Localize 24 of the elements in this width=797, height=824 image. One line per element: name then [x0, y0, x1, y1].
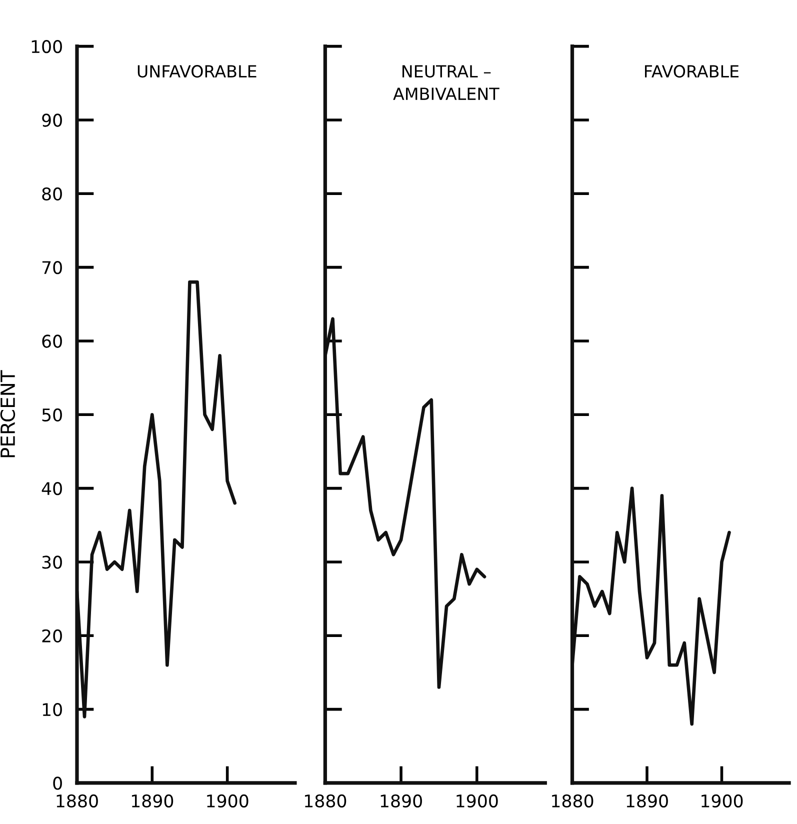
y-tick-label: 60 — [42, 334, 62, 348]
y-axis-title: PERCENT — [0, 370, 16, 458]
y-tick-label: 40 — [42, 482, 62, 496]
x-tick-label: 1900 — [702, 794, 743, 808]
text: UNFAVORABLE — [138, 65, 256, 78]
y-tick-label: 100 — [32, 40, 62, 54]
x-tick-label: 1880 — [56, 794, 98, 808]
x-tick-label: 1900 — [207, 794, 248, 808]
text: FAVORABLE — [645, 65, 739, 78]
y-tick-label: 70 — [42, 261, 62, 274]
y-tick-label: 90 — [42, 114, 62, 127]
x-tick-label: 1890 — [626, 794, 668, 808]
x-tick-label: 1880 — [552, 794, 594, 808]
y-tick-label: 30 — [42, 556, 62, 569]
text: NEUTRAL – AMBIVALENT — [393, 65, 500, 100]
y-tick-label: 20 — [42, 629, 62, 642]
x-tick-label: 1890 — [132, 794, 174, 808]
x-tick-label: 1880 — [304, 794, 346, 808]
x-tick-label: 1890 — [380, 794, 422, 808]
y-tick-label: 80 — [42, 187, 62, 200]
y-tick-label: 0 — [53, 776, 62, 790]
y-tick-label: 10 — [42, 703, 62, 716]
x-tick-label: 1900 — [456, 794, 498, 808]
y-tick-label: 50 — [42, 408, 62, 422]
